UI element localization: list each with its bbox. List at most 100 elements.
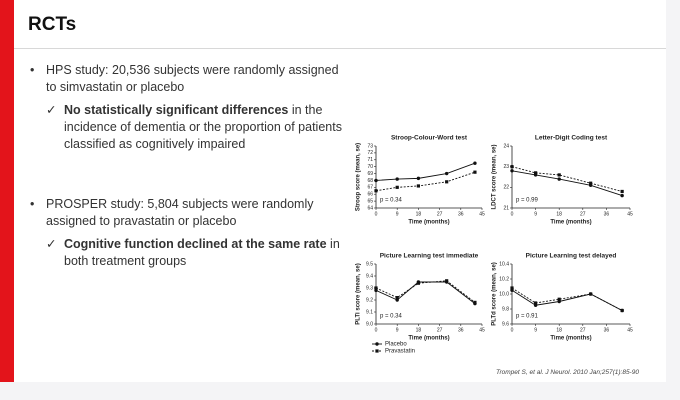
x-tick-label: 0 [375,211,378,217]
point [374,189,378,193]
y-tick-label: 9.0 [366,321,373,327]
point [620,193,624,198]
x-tick-label: 45 [627,327,633,333]
point [557,177,561,181]
y-axis-label: PLTi score (mean, se) [356,263,362,324]
series-line [511,166,623,192]
series-line [375,171,476,192]
x-tick-label: 0 [511,327,514,333]
x-tick-label: 36 [604,327,610,333]
point [510,169,514,173]
point [620,308,624,313]
y-tick-label: 73 [367,143,373,149]
x-axis-label: Time (months) [408,220,449,226]
x-tick-label: 9 [396,211,399,217]
series-line [511,170,623,197]
y-tick-label: 9.5 [366,261,373,267]
point [374,286,378,290]
point [473,170,477,174]
x-tick-label: 18 [416,211,422,217]
series-line [375,280,476,303]
point [620,189,624,194]
point [395,185,399,189]
y-tick-label: 67 [367,185,373,191]
point [395,296,399,300]
y-tick-label: 69 [367,171,373,177]
point [589,292,593,296]
point [445,279,449,283]
point [534,301,538,305]
y-tick-label: 9.2 [366,297,373,303]
y-tick-label: 21 [503,205,509,211]
bullet: PROSPER study: 5,804 subjects were rando… [30,196,346,230]
x-tick-label: 36 [458,327,464,333]
x-tick-label: 9 [396,327,399,333]
x-tick-label: 45 [627,211,633,217]
y-tick-label: 9.1 [366,309,373,315]
y-axis-label: LDCT score (mean, se) [492,144,498,209]
x-tick-label: 18 [416,327,422,333]
point [557,297,561,301]
y-tick-label: 24 [503,143,509,149]
x-tick-label: 18 [556,327,562,333]
legend-marker [375,349,379,353]
chart-title: Letter-Digit Coding test [535,135,608,142]
y-tick-label: 22 [503,185,509,191]
series-line [511,289,623,311]
point [473,300,477,304]
x-tick-label: 27 [437,211,443,217]
x-tick-label: 27 [580,211,586,217]
x-tick-label: 0 [375,327,378,333]
point [374,178,378,183]
point [445,180,449,184]
slide-title: RCTs [28,14,77,35]
y-tick-label: 10.4 [499,261,509,267]
point [395,177,399,181]
point [416,281,420,285]
point [510,165,514,169]
text: in both treatment groups [64,237,340,268]
x-tick-label: 45 [479,327,485,333]
x-tick-label: 36 [604,211,610,217]
point [557,173,561,177]
y-tick-label: 10.2 [499,276,509,282]
y-tick-label: 72 [367,150,373,156]
x-tick-label: 27 [437,327,443,333]
point [534,171,538,175]
x-axis-label: Time (months) [408,336,449,342]
x-axis-label: Time (months) [550,336,591,342]
title-rule [14,48,666,49]
x-tick-label: 36 [458,211,464,217]
annotation: p = 0.91 [516,314,539,320]
legend-label: Placebo [385,342,407,348]
chart-title: Stroop-Colour-Word test [391,135,468,142]
y-tick-label: 68 [367,178,373,184]
y-tick-label: 71 [367,157,373,163]
y-tick-label: 70 [367,164,373,170]
accent-bar [0,0,14,382]
bold-text: No statistically significant differences [64,103,289,117]
x-axis-label: Time (months) [550,220,591,226]
sub-bullet: Cognitive function declined at the same … [46,236,354,270]
point [473,161,477,165]
y-tick-label: 66 [367,192,373,198]
y-tick-label: 9.6 [502,321,509,327]
text: in the incidence of dementia or the prop… [64,103,342,151]
x-tick-label: 0 [511,211,514,217]
annotation: p = 0.99 [516,198,539,204]
y-tick-label: 9.8 [502,306,509,312]
y-tick-label: 9.4 [366,273,373,279]
point [416,184,420,188]
y-axis-label: Stroop score (mean, se) [356,143,362,211]
point [589,181,593,185]
legend-marker [375,342,379,346]
y-tick-label: 23 [503,164,509,170]
annotation: p = 0.34 [380,314,403,320]
citation: Trompet S, et al. J Neurol. 2010 Jan;257… [496,369,639,376]
series-line [375,281,476,304]
series-line [511,287,623,311]
y-tick-label: 64 [367,205,373,211]
point [416,176,421,181]
